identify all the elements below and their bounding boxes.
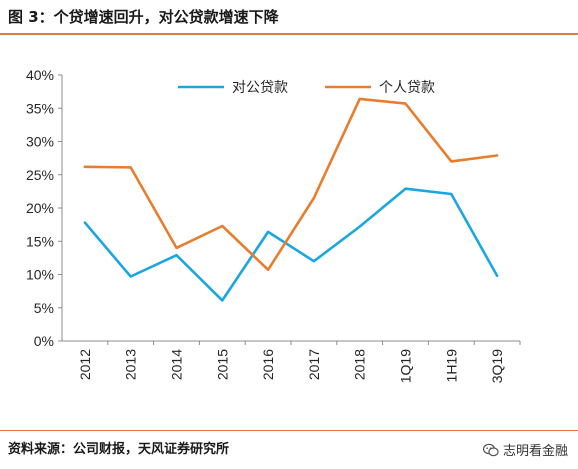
source-note: 资料来源：公司财报，天风证券研究所 [8, 442, 230, 457]
x-tick-label: 2015 [214, 349, 230, 380]
y-tick-label: 25% [26, 167, 54, 183]
x-tick-label: 2012 [77, 349, 93, 380]
series-line-2 [83, 97, 499, 272]
x-tick-label: 3Q19 [489, 349, 505, 383]
chart-legend: 对公贷款 个人贷款 [178, 80, 435, 96]
watermark-text: 志明看金融 [502, 444, 568, 459]
x-tick-label: 2013 [123, 349, 139, 380]
x-tick-label: 2018 [352, 349, 368, 380]
y-tick-label: 10% [26, 267, 54, 283]
title-divider [0, 33, 578, 35]
chart-lines [83, 97, 499, 302]
x-tick-label: 2017 [306, 349, 322, 380]
x-tick-label: 1H19 [443, 349, 459, 383]
y-tick-label: 35% [26, 100, 54, 116]
chart-ticks: 0% 5% 10% 15% 20% 25% 30% 35% 40% 2012 2013 2014 201… [26, 67, 521, 383]
line-chart: 0% 5% 10% 15% 20% 25% 30% 35% 40% 2012 2013 2014 201… [26, 67, 521, 383]
y-tick-label: 5% [34, 300, 54, 316]
x-tick-label: 2016 [260, 349, 276, 380]
y-tick-label: 30% [26, 134, 54, 150]
y-tick-label: 40% [26, 67, 54, 83]
series-line-1 [83, 187, 499, 302]
y-tick-label: 0% [34, 333, 54, 349]
watermark: 志明看金融 [482, 440, 568, 459]
x-tick-label: 2014 [169, 349, 185, 380]
y-tick-label: 20% [26, 200, 54, 216]
source-divider [0, 430, 578, 431]
chart-axes [61, 75, 520, 342]
legend-label-2: 个人贷款 [379, 80, 435, 96]
x-tick-label: 1Q19 [398, 349, 414, 383]
wechat-icon [482, 443, 499, 456]
figure-title: 图 3：个贷增速回升，对公贷款增速下降 [8, 8, 279, 26]
legend-label-1: 对公贷款 [232, 80, 288, 96]
y-tick-label: 15% [26, 233, 54, 249]
